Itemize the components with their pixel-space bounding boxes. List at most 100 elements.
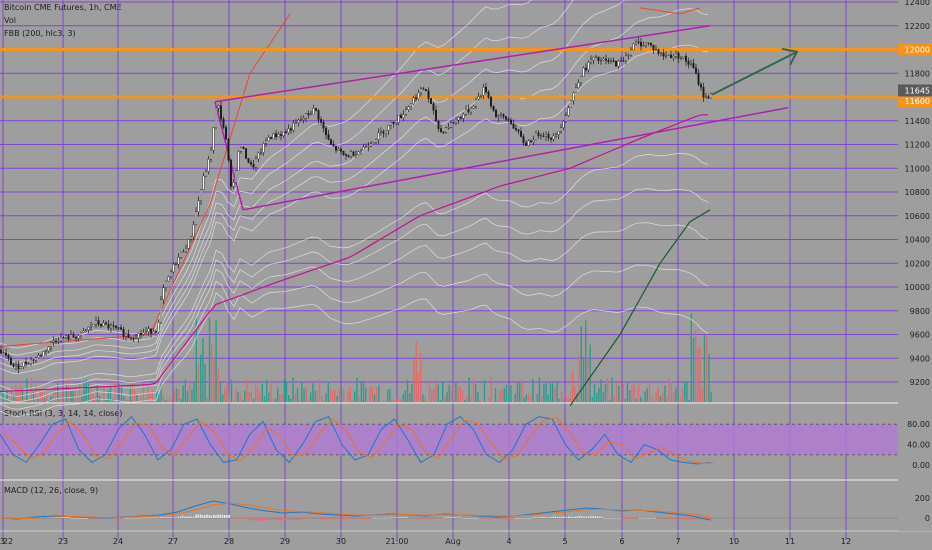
volume-bar bbox=[580, 326, 582, 402]
volume-bar bbox=[127, 399, 129, 402]
macd-histogram-bar bbox=[539, 517, 541, 518]
candle-body bbox=[267, 137, 270, 142]
candle-body bbox=[134, 337, 137, 339]
volume-bar bbox=[640, 396, 642, 402]
candle-body bbox=[217, 105, 220, 109]
candle-body bbox=[437, 121, 440, 129]
macd-histogram-bar bbox=[479, 518, 481, 519]
macd-histogram-bar bbox=[630, 518, 632, 519]
volume-bar bbox=[173, 391, 175, 402]
macd-histogram-bar bbox=[468, 518, 470, 519]
candle-body bbox=[615, 60, 618, 67]
candle-body bbox=[457, 117, 460, 121]
candle-body bbox=[530, 140, 533, 143]
candle-body bbox=[517, 129, 520, 132]
macd-histogram-bar bbox=[279, 518, 281, 521]
volume-bar bbox=[239, 393, 241, 402]
candle-body bbox=[257, 152, 260, 160]
macd-histogram-bar bbox=[53, 517, 55, 518]
volume-bar bbox=[70, 391, 72, 402]
macd-histogram-bar bbox=[323, 518, 326, 520]
candle-body bbox=[67, 335, 70, 340]
candle-body bbox=[315, 108, 318, 111]
macd-histogram-bar bbox=[618, 517, 621, 519]
volume-bar bbox=[354, 391, 356, 402]
macd-histogram-bar bbox=[636, 518, 639, 519]
volume-bar bbox=[162, 395, 164, 402]
macd-histogram-bar bbox=[250, 518, 253, 521]
macd-histogram-bar bbox=[243, 518, 246, 519]
volume-bar bbox=[292, 377, 294, 402]
volume-bar bbox=[57, 383, 59, 402]
macd-histogram-bar bbox=[654, 517, 656, 519]
volume-bar bbox=[277, 387, 279, 402]
macd-histogram-bar bbox=[188, 516, 190, 518]
macd-histogram-bar bbox=[672, 518, 674, 519]
volume-bar bbox=[514, 393, 516, 402]
macd-histogram-bar bbox=[552, 516, 554, 518]
candle-body bbox=[254, 158, 257, 168]
candle-body bbox=[512, 123, 515, 129]
volume-bar bbox=[448, 384, 450, 402]
candle-body bbox=[685, 56, 688, 62]
time-tick-label: Aug bbox=[445, 537, 461, 546]
macd-histogram-bar bbox=[64, 517, 66, 518]
candle-body bbox=[184, 248, 187, 253]
volume-bar bbox=[644, 391, 646, 402]
macd-histogram-bar bbox=[146, 517, 148, 519]
candle-body bbox=[0, 349, 2, 354]
volume-bar bbox=[527, 393, 530, 402]
candle-body bbox=[174, 263, 177, 266]
channel-upper-line bbox=[214, 25, 711, 103]
candle-body bbox=[395, 122, 398, 125]
macd-histogram-bar bbox=[576, 516, 579, 518]
candle-body bbox=[169, 271, 172, 277]
candle-body bbox=[129, 337, 132, 339]
volume-bar bbox=[32, 391, 35, 402]
volume-bar bbox=[197, 364, 200, 402]
candle-body bbox=[500, 114, 503, 116]
macd-histogram-bar bbox=[150, 517, 153, 519]
volume-bar bbox=[402, 394, 404, 402]
volume-bar bbox=[182, 385, 184, 402]
candle-body bbox=[207, 159, 210, 172]
macd-histogram-bar bbox=[306, 518, 308, 519]
candle-body bbox=[342, 151, 345, 155]
candle-body bbox=[192, 224, 195, 237]
macd-histogram-bar bbox=[326, 518, 328, 520]
candle-body bbox=[407, 106, 410, 110]
macd-histogram-bar bbox=[226, 515, 228, 518]
macd-histogram-bar bbox=[525, 518, 528, 519]
candle-body bbox=[477, 96, 480, 100]
candle-body bbox=[37, 355, 40, 359]
macd-histogram-bar bbox=[374, 517, 377, 519]
macd-histogram-bar bbox=[221, 514, 224, 518]
volume-bar bbox=[692, 337, 695, 402]
macd-histogram-bar bbox=[261, 518, 264, 521]
candle-body bbox=[445, 127, 448, 133]
stoch-band bbox=[0, 424, 898, 455]
macd-histogram-bar bbox=[439, 518, 441, 519]
macd-histogram-bar bbox=[463, 518, 466, 519]
time-tick-label: 22 bbox=[3, 537, 13, 546]
price-tag-label: 11645 bbox=[905, 86, 930, 95]
volume-bar bbox=[134, 389, 136, 402]
macd-histogram-bar bbox=[286, 518, 288, 520]
macd-histogram-bar bbox=[352, 518, 355, 519]
candle-body bbox=[380, 131, 383, 133]
macd-histogram-bar bbox=[390, 517, 392, 519]
candle-body bbox=[159, 299, 162, 323]
macd-histogram-bar bbox=[536, 517, 539, 518]
candle-body bbox=[690, 63, 693, 65]
volume-bar bbox=[571, 371, 574, 402]
volume-bar bbox=[118, 384, 120, 402]
volume-bar bbox=[659, 396, 662, 402]
volume-bar bbox=[28, 398, 30, 402]
candle-body bbox=[480, 94, 483, 97]
candle-body bbox=[467, 108, 470, 113]
volume-bar bbox=[169, 397, 171, 402]
candle-body bbox=[475, 99, 478, 107]
macd-histogram-bar bbox=[647, 517, 650, 519]
macd-histogram-bar bbox=[692, 518, 694, 520]
